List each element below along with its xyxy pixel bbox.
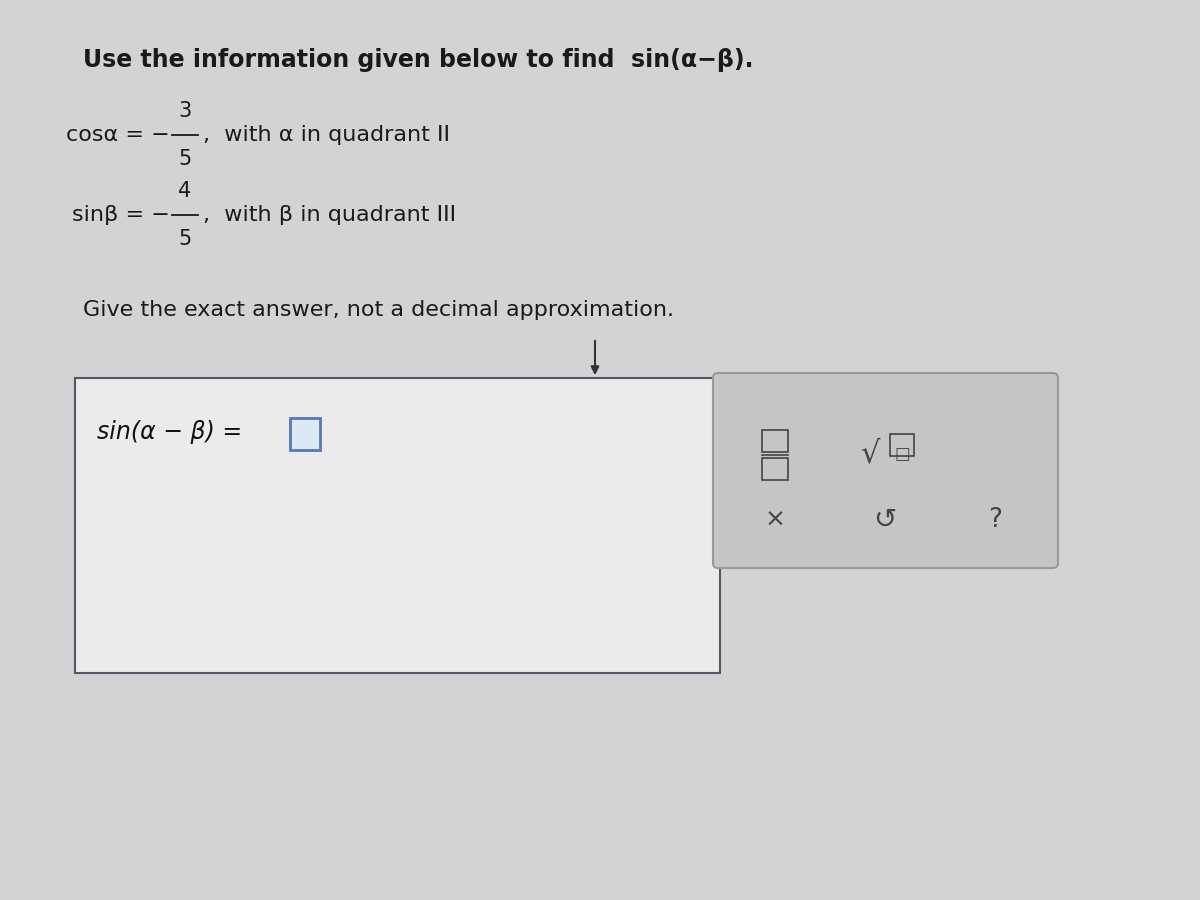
Bar	[74, 378, 720, 673]
Text: cosα = −: cosα = −	[66, 125, 170, 145]
Text: Use the information given below to find  sin(α−β).: Use the information given below to find …	[83, 48, 754, 72]
Text: 4: 4	[179, 181, 192, 201]
Text: √: √	[860, 439, 880, 469]
Text: □: □	[894, 445, 910, 463]
Text: ,  with β in quadrant III: , with β in quadrant III	[203, 205, 456, 225]
FancyBboxPatch shape	[713, 373, 1058, 568]
Bar	[290, 418, 320, 450]
Bar	[890, 434, 914, 456]
Text: sin(α − β) =: sin(α − β) =	[97, 420, 250, 444]
Text: 5: 5	[179, 229, 192, 249]
Text: ,  with α in quadrant II: , with α in quadrant II	[203, 125, 450, 145]
Text: 3: 3	[179, 101, 192, 121]
Bar	[762, 430, 788, 452]
Bar	[762, 458, 788, 480]
Text: Give the exact answer, not a decimal approximation.: Give the exact answer, not a decimal app…	[83, 300, 674, 320]
Text: ?: ?	[988, 507, 1002, 533]
Text: sinβ = −: sinβ = −	[72, 205, 170, 225]
Text: ↺: ↺	[874, 506, 896, 534]
Text: 5: 5	[179, 149, 192, 169]
Text: ×: ×	[764, 508, 786, 532]
